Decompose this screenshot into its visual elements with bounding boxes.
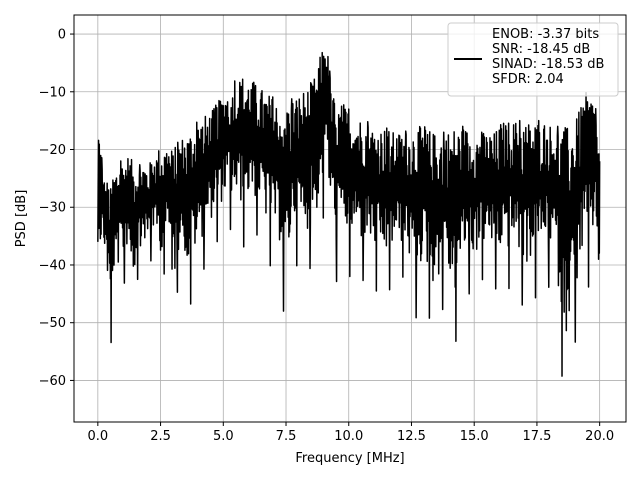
x-tick-label: 5.0 xyxy=(213,429,234,444)
legend-entry-line: ENOB: -3.37 bits xyxy=(492,27,599,42)
axis-ticks: 0.0 2.5 5.0 7.5 10.0 12.5 15.0 17.5 20.0 0 −10 −20 −… xyxy=(39,28,615,444)
y-tick-label: −10 xyxy=(39,85,66,100)
y-tick-label: −60 xyxy=(39,374,66,389)
x-tick-label: 15.0 xyxy=(460,429,489,444)
x-tick-label: 10.0 xyxy=(334,429,363,444)
legend-entry-line: SFDR: 2.04 xyxy=(492,72,564,87)
legend-entry-line: SINAD: -18.53 dB xyxy=(492,57,604,72)
x-tick-label: 12.5 xyxy=(397,429,426,444)
y-axis-label: PSD [dB] xyxy=(14,190,29,248)
x-tick-label: 20.0 xyxy=(585,429,614,444)
legend-box xyxy=(447,22,619,97)
psd-series-line xyxy=(97,51,601,377)
y-tick-label: −30 xyxy=(39,201,66,216)
x-tick-label: 2.5 xyxy=(150,429,171,444)
x-tick-label: 7.5 xyxy=(276,429,297,444)
plot-frame xyxy=(73,14,627,423)
series-layer xyxy=(97,51,601,377)
y-tick-label: 0 xyxy=(58,28,66,43)
y-tick-label: −20 xyxy=(39,143,66,158)
x-tick-label: 0.0 xyxy=(87,429,108,444)
x-axis-label: Frequency [MHz] xyxy=(295,451,404,466)
y-tick-label: −50 xyxy=(39,316,66,331)
x-tick-label: 17.5 xyxy=(522,429,551,444)
y-tick-label: −40 xyxy=(39,258,66,273)
legend-entry-line: SNR: -18.45 dB xyxy=(492,42,590,57)
